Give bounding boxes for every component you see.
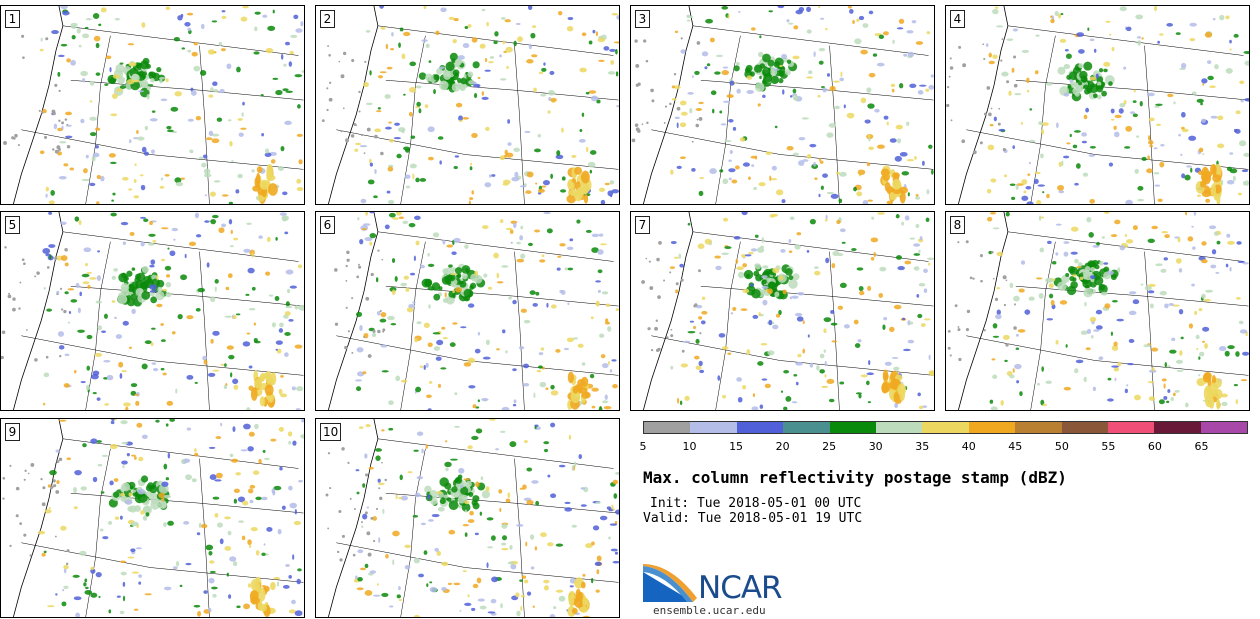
- panel-label: 7: [635, 216, 650, 234]
- colorbar-segment: [968, 422, 1016, 433]
- member-panel-1: 1: [0, 5, 305, 205]
- colorbar-tick-label: 65: [1194, 440, 1209, 453]
- colorbar-tick-label: 25: [822, 440, 837, 453]
- panel-label: 6: [320, 216, 335, 234]
- colorbar-segment: [875, 422, 923, 433]
- member-panel-8: 8: [945, 211, 1250, 411]
- colorbar-segment: [1107, 422, 1155, 433]
- reflectivity-map: [641, 212, 934, 410]
- init-time: Init: Tue 2018-05-01 00 UTC: [650, 496, 862, 511]
- reflectivity-map: [328, 212, 619, 410]
- panel-label: 9: [5, 423, 20, 441]
- colorbar-segment: [783, 422, 830, 433]
- colorbar-tick-label: 35: [915, 440, 930, 453]
- reflectivity-map: [947, 212, 1249, 410]
- colorbar-tick-label: 60: [1147, 440, 1162, 453]
- panel-label: 5: [5, 216, 20, 234]
- ncar-logo-icon: [643, 564, 697, 602]
- member-panel-3: 3: [630, 5, 935, 205]
- colorbar-tick-label: 45: [1008, 440, 1023, 453]
- logo-wordmark: NCAR: [698, 570, 783, 606]
- reflectivity-map: [1, 212, 304, 410]
- panel-label: 8: [950, 216, 965, 234]
- member-panel-10: 10: [315, 418, 620, 618]
- plot-title: Max. column reflectivity postage stamp (…: [643, 468, 1067, 487]
- panel-label: 10: [320, 423, 342, 441]
- panel-label: 1: [5, 10, 20, 28]
- colorbar-tick-label: 50: [1054, 440, 1069, 453]
- site-url: ensemble.ucar.edu: [653, 604, 766, 617]
- colorbar-tick-label: 40: [961, 440, 976, 453]
- colorbar-segment: [1015, 422, 1062, 433]
- colorbar-tick-label: 10: [682, 440, 697, 453]
- member-panel-9: 9: [0, 418, 305, 618]
- colorbar-segment: [1200, 422, 1248, 433]
- member-panel-6: 6: [315, 211, 620, 411]
- colorbar-tick-label: 5: [639, 440, 647, 453]
- reflectivity-map: [2, 419, 304, 617]
- reflectivity-map: [321, 6, 619, 204]
- colorbar-segment: [829, 422, 876, 433]
- colorbar-tick-label: 55: [1101, 440, 1116, 453]
- member-panel-4: 4: [945, 5, 1250, 205]
- panel-label: 2: [320, 10, 335, 28]
- colorbar-segment: [1061, 422, 1108, 433]
- panel-label: 4: [950, 10, 965, 28]
- reflectivity-map: [631, 6, 934, 204]
- reflectivity-map: [325, 419, 619, 617]
- colorbar-tick-label: 15: [729, 440, 744, 453]
- colorbar-segment: [736, 422, 784, 433]
- reflectivity-map: [946, 6, 1249, 204]
- colorbar-tick-label: 20: [775, 440, 790, 453]
- member-panel-2: 2: [315, 5, 620, 205]
- colorbar-segment: [1154, 422, 1201, 433]
- colorbar-ticks: 5 10 15 20 25 30 35 40 45 50 55 60 65: [639, 440, 1248, 454]
- member-panel-7: 7: [630, 211, 935, 411]
- member-panel-5: 5: [0, 211, 305, 411]
- colorbar-segment: [644, 422, 691, 433]
- reflectivity-map: [3, 6, 304, 204]
- colorbar-segment: [922, 422, 969, 433]
- valid-time: Valid: Tue 2018-05-01 19 UTC: [643, 511, 863, 526]
- reflectivity-colorbar: [643, 421, 1248, 434]
- colorbar-segment: [690, 422, 737, 433]
- colorbar-tick-label: 30: [868, 440, 883, 453]
- panel-label: 3: [635, 10, 650, 28]
